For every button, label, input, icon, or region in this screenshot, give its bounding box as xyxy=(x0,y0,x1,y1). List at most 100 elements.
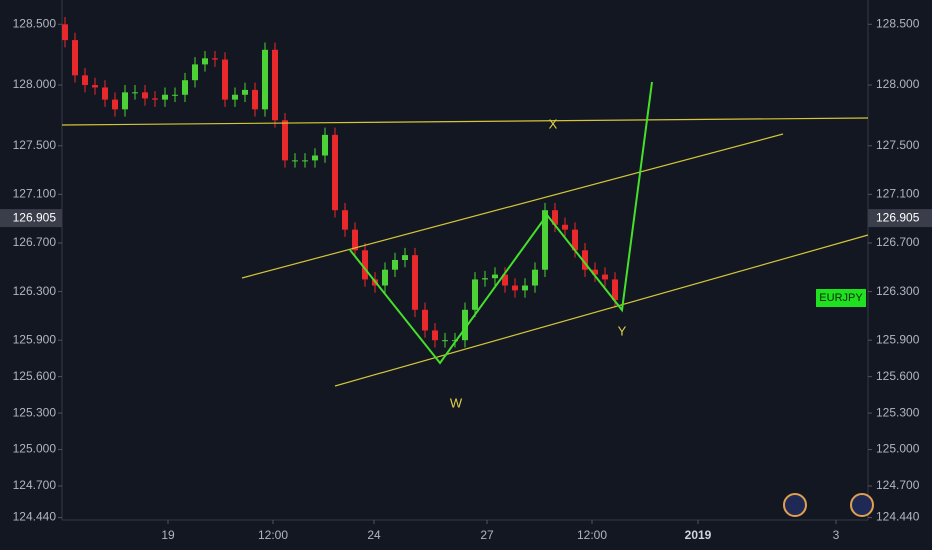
y-tick-label: 124.700 xyxy=(13,478,57,492)
candle-body xyxy=(82,75,88,86)
candle-body xyxy=(332,134,338,211)
wave-label: X xyxy=(549,116,558,131)
y-tick-label: 128.000 xyxy=(13,77,57,91)
candle-body xyxy=(72,40,78,76)
candle-body xyxy=(502,274,508,286)
y-tick-label: 127.500 xyxy=(876,138,920,152)
y-tick-label: 126.300 xyxy=(13,284,57,298)
candle-body xyxy=(492,274,498,279)
candle-body xyxy=(192,64,198,81)
y-tick-label: 127.100 xyxy=(876,187,920,201)
trend-line xyxy=(61,117,869,126)
y-tick-label: 128.500 xyxy=(13,16,57,30)
event-icon[interactable] xyxy=(850,493,874,517)
wave-label: W xyxy=(450,395,463,410)
candle-body xyxy=(142,92,148,99)
candle-body xyxy=(302,160,308,162)
candle-body xyxy=(602,274,608,280)
y-tick-label: 125.900 xyxy=(876,332,920,346)
wave-label: Y xyxy=(618,323,627,338)
candle-body xyxy=(152,98,158,100)
y-tick-label: 124.440 xyxy=(13,510,57,524)
x-tick-label: 27 xyxy=(480,528,494,542)
candle-body xyxy=(282,120,288,161)
candle-body xyxy=(102,87,108,100)
candle-body xyxy=(612,279,618,301)
x-tick-label: 12:00 xyxy=(577,528,607,542)
symbol-tag xyxy=(816,289,866,307)
candle-body xyxy=(222,59,228,100)
y-tick-label: 126.700 xyxy=(876,235,920,249)
candles xyxy=(62,17,618,348)
y-tick-label: 125.000 xyxy=(876,442,920,456)
candle-body xyxy=(512,285,518,291)
y-tick-label: 124.700 xyxy=(876,478,920,492)
x-tick-label: 3 xyxy=(833,528,840,542)
y-tick-label: 126.300 xyxy=(876,284,920,298)
channel-upper xyxy=(241,133,784,279)
y-tick-label: 125.600 xyxy=(13,369,57,383)
event-icon[interactable] xyxy=(783,493,807,517)
candle-body xyxy=(462,309,468,341)
y-tick-label: 125.300 xyxy=(876,405,920,419)
candle-body xyxy=(262,49,268,110)
y-tick-label: 125.900 xyxy=(13,332,57,346)
candle-body xyxy=(552,210,558,225)
wave-path xyxy=(349,81,653,365)
candle-body xyxy=(182,80,188,95)
x-tick-label: 24 xyxy=(367,528,381,542)
candle-body xyxy=(362,250,368,280)
candle-body xyxy=(272,49,278,121)
candle-body xyxy=(542,210,548,270)
candle-body xyxy=(92,85,98,88)
x-tick-label: 19 xyxy=(161,528,175,542)
candle-body xyxy=(402,255,408,260)
y-tick-label: 128.500 xyxy=(876,16,920,30)
candle-body xyxy=(342,210,348,230)
candle-body xyxy=(212,58,218,60)
candle-body xyxy=(232,94,238,100)
candle-body xyxy=(592,269,598,275)
candle-body xyxy=(392,260,398,270)
channel-lower xyxy=(334,234,869,387)
candle-body xyxy=(292,160,298,162)
price-label: 126.905 xyxy=(876,210,920,224)
candle-body xyxy=(572,229,578,251)
y-tick-label: 124.440 xyxy=(876,510,920,524)
candle-body xyxy=(382,269,388,286)
candle-body xyxy=(422,309,428,331)
candle-body xyxy=(62,24,68,41)
price-tag xyxy=(0,209,62,228)
candle-body xyxy=(122,92,128,110)
candle-body xyxy=(352,229,358,251)
y-tick-label: 125.300 xyxy=(13,405,57,419)
candle-body xyxy=(522,285,528,291)
candle-body xyxy=(532,269,538,286)
y-tick-label: 127.100 xyxy=(13,187,57,201)
candle-body xyxy=(562,224,568,230)
candle-body xyxy=(252,89,258,110)
candle-body xyxy=(172,94,178,96)
candle-body xyxy=(162,94,168,100)
candle-body xyxy=(312,155,318,161)
candle-body xyxy=(432,330,438,341)
y-tick-label: 128.000 xyxy=(876,77,920,91)
candle-body xyxy=(202,58,208,65)
x-tick-label: 2019 xyxy=(685,528,712,542)
price-label: 126.905 xyxy=(13,210,57,224)
x-tick-label: 12:00 xyxy=(258,528,288,542)
candle-body xyxy=(132,92,138,94)
y-tick-label: 125.600 xyxy=(876,369,920,383)
y-tick-label: 127.500 xyxy=(13,138,57,152)
candle-body xyxy=(322,134,328,156)
candle-body xyxy=(442,340,448,342)
candle-body xyxy=(242,89,248,95)
y-tick-label: 125.000 xyxy=(13,442,57,456)
y-tick-label: 126.700 xyxy=(13,235,57,249)
candle-body xyxy=(112,99,118,110)
candle-body xyxy=(472,279,478,310)
candle-body xyxy=(582,250,588,270)
